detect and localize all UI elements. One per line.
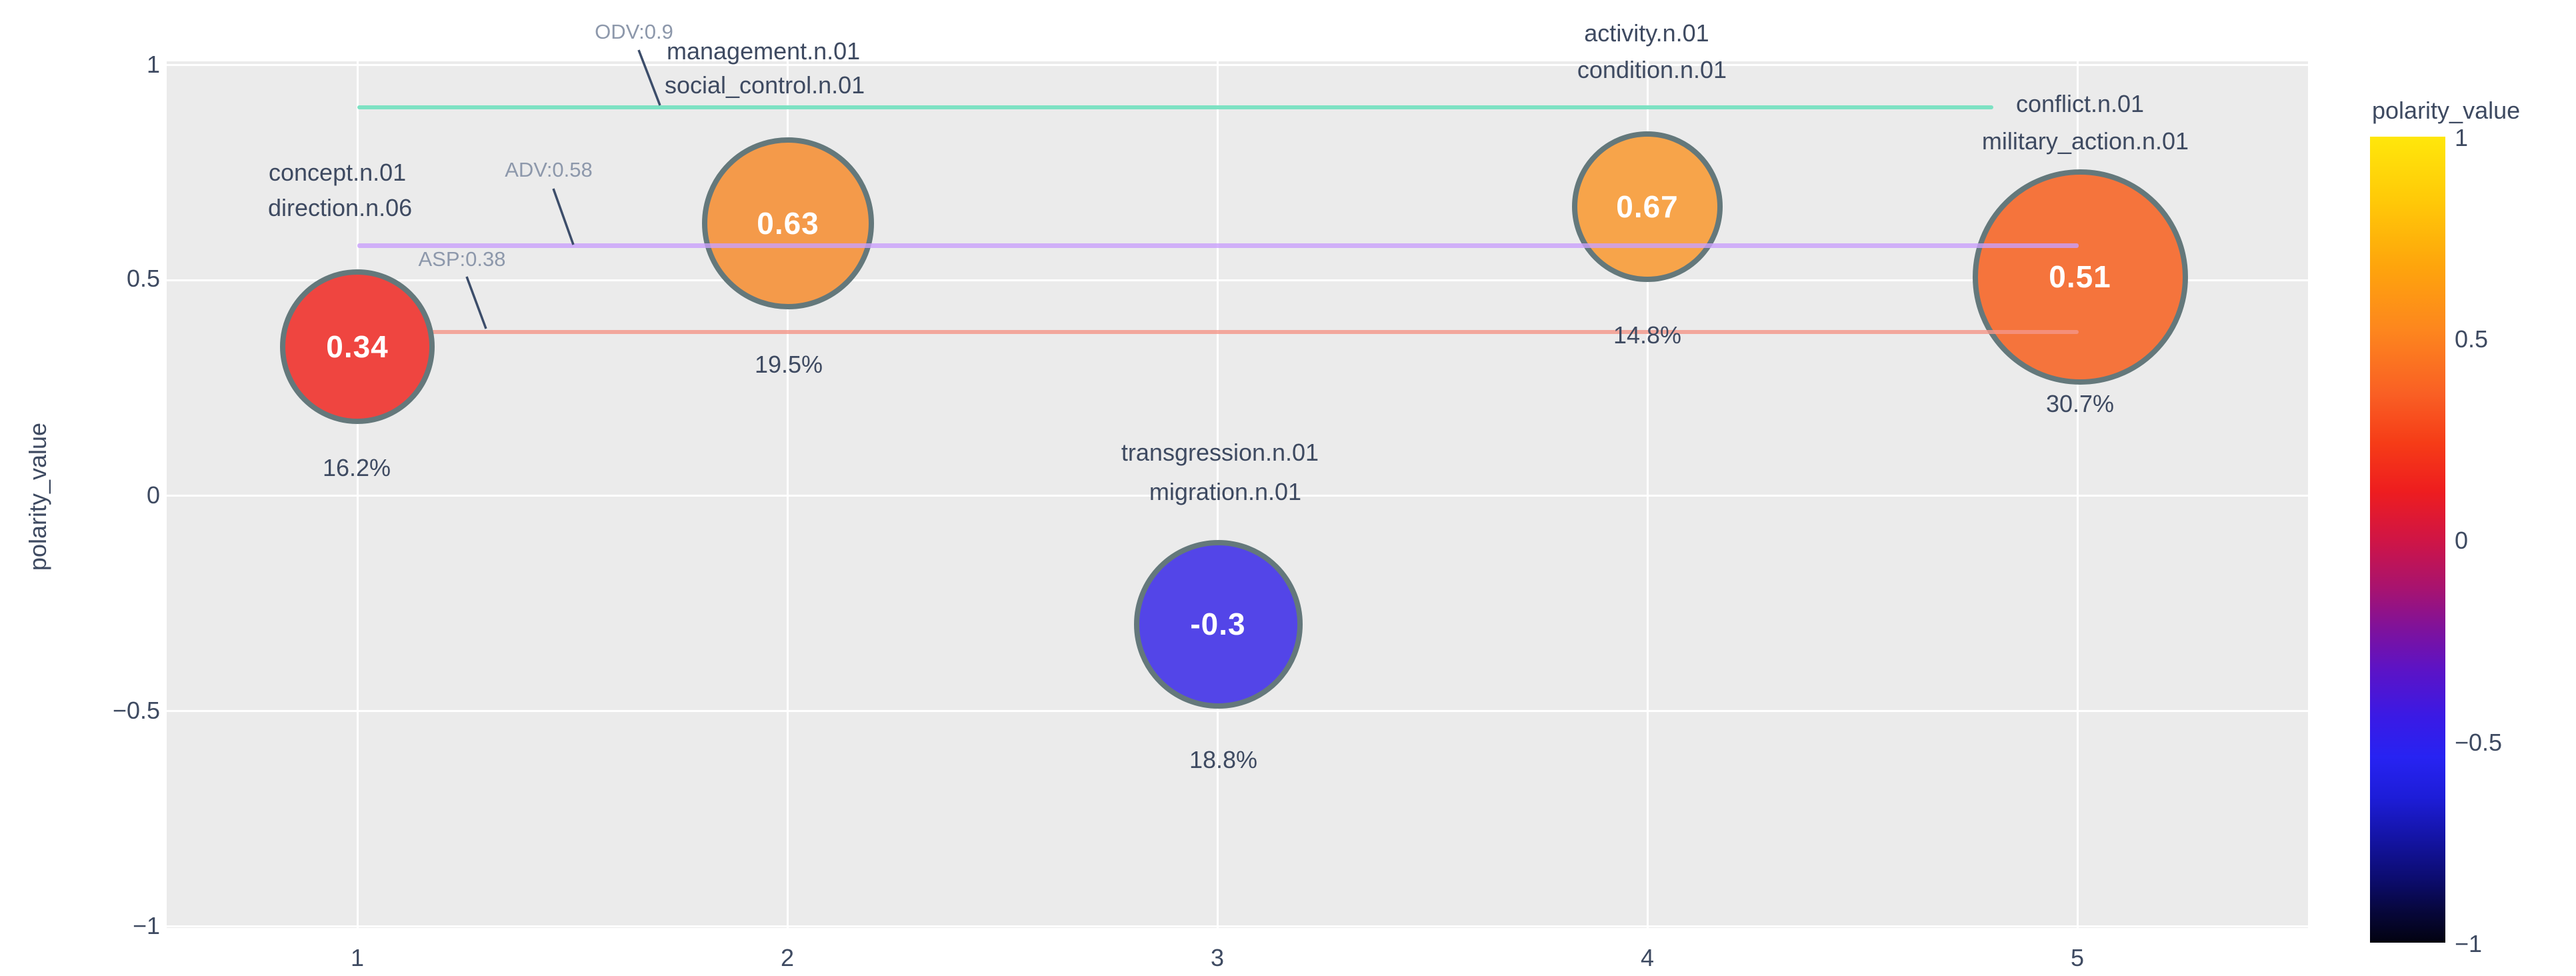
y-axis-title: polarity_value [24, 422, 51, 571]
bubble-conflict[interactable] [1972, 169, 2188, 385]
bubble-activity[interactable] [1572, 131, 1723, 282]
annotation-adv: ADV:0.58 [505, 158, 593, 181]
node-label-direction: direction.n.06 [268, 194, 413, 221]
colorbar-title: polarity_value [2372, 97, 2521, 124]
x-tick-2: 2 [780, 944, 795, 971]
node-label-social-control: social_control.n.01 [665, 71, 865, 99]
x-tick-3: 3 [1210, 944, 1225, 971]
adv-reference-line [357, 243, 2079, 248]
gridline-y--1 [167, 925, 2308, 927]
gridline-y--0.5 [167, 709, 2308, 712]
x-tick-4: 4 [1640, 944, 1655, 971]
y-tick-1: 1 [146, 51, 160, 78]
asp-reference-line [357, 330, 2079, 334]
y-tick-0.5: 0.5 [126, 265, 160, 292]
gridline-y-0 [167, 494, 2308, 497]
odv-reference-line [357, 105, 1993, 109]
pct-label-4: 14.8% [1613, 321, 1682, 349]
bubble-value-3: -0.3 [1190, 607, 1246, 641]
reference-lines-layer [167, 61, 2308, 928]
bubble-value-2: 0.63 [757, 206, 819, 241]
gridline-y-1 [167, 63, 2308, 66]
bubble-transgression[interactable] [1133, 539, 1303, 709]
bubble-value-1: 0.34 [326, 329, 389, 364]
node-label-military-action: military_action.n.01 [1981, 127, 2189, 155]
bubble-value-5: 0.51 [2049, 259, 2111, 294]
gridline-y-0.5 [167, 279, 2308, 281]
pct-label-1: 16.2% [322, 454, 391, 481]
colorbar-tick-0: 0 [2455, 527, 2469, 554]
node-label-concept: concept.n.01 [269, 159, 407, 186]
pct-label-3: 18.8% [1189, 746, 1258, 773]
y-tick--0.5: −0.5 [112, 697, 160, 724]
node-label-migration: migration.n.01 [1149, 478, 1302, 505]
x-tick-1: 1 [350, 944, 365, 971]
node-label-condition: condition.n.01 [1577, 56, 1727, 83]
bubble-concept[interactable] [280, 269, 435, 424]
colorbar-tick-1: 1 [2455, 124, 2469, 151]
colorbar-gradient [2370, 137, 2445, 943]
node-label-conflict: conflict.n.01 [2015, 90, 2145, 117]
bubble-value-4: 0.67 [1616, 189, 1679, 224]
annotation-odv: ODV:0.9 [595, 20, 673, 43]
bubble-management[interactable] [702, 137, 874, 309]
colorbar-tick--0.5: −0.5 [2455, 729, 2503, 756]
colorbar-tick-0.5: 0.5 [2455, 325, 2489, 353]
node-label-management: management.n.01 [667, 37, 861, 65]
y-tick-0: 0 [146, 481, 160, 509]
node-label-activity: activity.n.01 [1584, 19, 1709, 47]
pct-label-2: 19.5% [754, 351, 823, 378]
plot-area [167, 61, 2308, 928]
node-label-transgression: transgression.n.01 [1121, 439, 1319, 466]
pct-label-5: 30.7% [2045, 390, 2115, 417]
x-tick-5: 5 [2070, 944, 2085, 971]
y-tick--1: −1 [132, 912, 160, 939]
annotation-asp: ASP:0.38 [418, 247, 506, 271]
colorbar-tick--1: −1 [2455, 930, 2483, 957]
